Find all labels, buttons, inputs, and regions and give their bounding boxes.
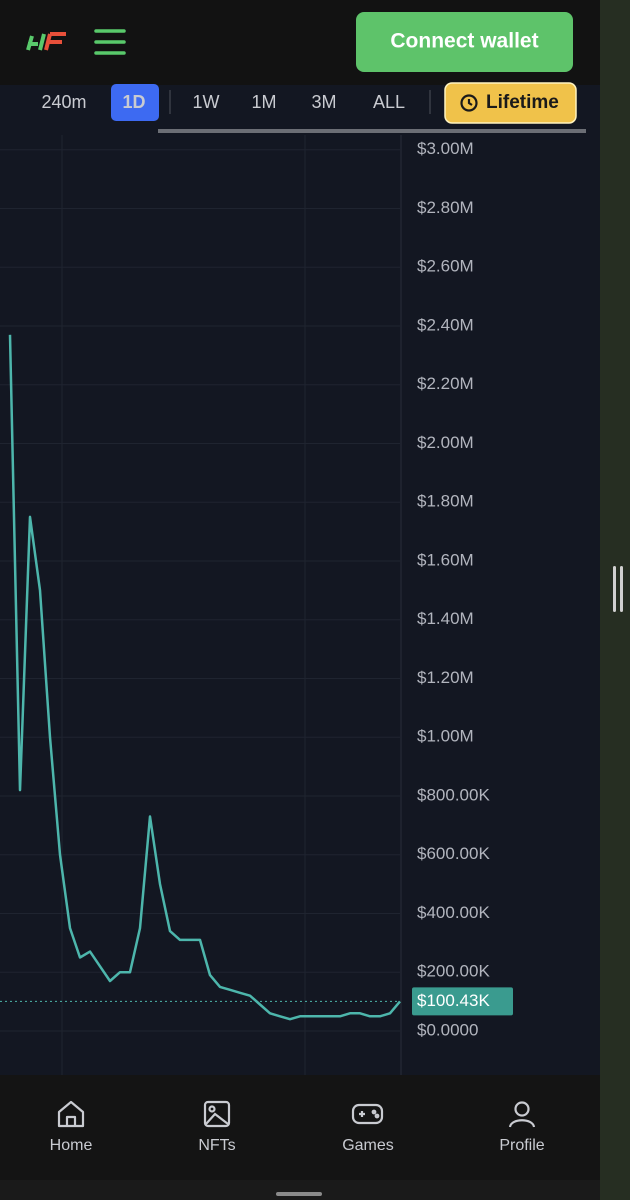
- system-bar: [0, 1180, 600, 1200]
- y-tick-label: $3.00M: [417, 139, 474, 158]
- connect-wallet-label[interactable]: Connect wallet: [390, 30, 538, 53]
- y-tick-label: $2.00M: [417, 433, 474, 452]
- menu-icon[interactable]: [94, 29, 126, 55]
- price-line: [8, 334, 401, 1021]
- timeframe-tab[interactable]: 1D: [122, 92, 145, 112]
- lifetime-label[interactable]: Lifetime: [486, 92, 559, 113]
- y-tick-label: $1.00M: [417, 727, 474, 746]
- y-tick-label: $1.60M: [417, 550, 474, 569]
- timeframe-tab[interactable]: 1W: [193, 92, 220, 112]
- y-tick-label: $1.80M: [417, 492, 474, 511]
- logo[interactable]: [26, 32, 66, 51]
- y-tick-label: $400.00K: [417, 903, 490, 922]
- y-tick-label: $200.00K: [417, 962, 490, 981]
- current-price-label: $100.43K: [417, 991, 490, 1010]
- active-tab[interactable]: [111, 84, 159, 121]
- y-tick-label: $1.20M: [417, 668, 474, 687]
- timeframe-tab[interactable]: 240m: [41, 92, 86, 112]
- scrollbar: [158, 129, 586, 133]
- games-icon[interactable]: [351, 1103, 384, 1125]
- y-tick-label: $2.20M: [417, 374, 474, 393]
- resize-handle[interactable]: [620, 566, 623, 612]
- bottom-nav: [0, 1075, 600, 1180]
- lifetime-button[interactable]: [444, 82, 577, 124]
- timeframe-tab[interactable]: 1M: [251, 92, 276, 112]
- y-tick-label: $0.0000: [417, 1020, 478, 1039]
- y-tick-label: $600.00K: [417, 844, 490, 863]
- profile-icon[interactable]: [508, 1101, 536, 1128]
- y-tick-label: $2.60M: [417, 257, 474, 276]
- resize-handle[interactable]: [613, 566, 616, 612]
- home-icon[interactable]: [57, 1100, 85, 1128]
- nav-label[interactable]: NFTs: [198, 1137, 235, 1154]
- nav-label[interactable]: Games: [342, 1137, 394, 1154]
- timeframe-tab[interactable]: ALL: [373, 92, 405, 112]
- nav-label[interactable]: Profile: [499, 1137, 544, 1154]
- y-tick-label: $2.80M: [417, 198, 474, 217]
- timeframe-tab[interactable]: 3M: [311, 92, 336, 112]
- nav-label[interactable]: Home: [50, 1137, 93, 1154]
- home-indicator: [276, 1192, 322, 1196]
- history-icon: [460, 94, 478, 112]
- current-price-badge: [412, 987, 513, 1016]
- connect-wallet-button[interactable]: [356, 12, 573, 72]
- y-tick-label: $1.40M: [417, 609, 474, 628]
- nfts-icon[interactable]: [203, 1100, 231, 1128]
- y-tick-label: $2.40M: [417, 315, 474, 334]
- y-tick-label: $800.00K: [417, 785, 490, 804]
- chart-panel: [0, 85, 600, 1075]
